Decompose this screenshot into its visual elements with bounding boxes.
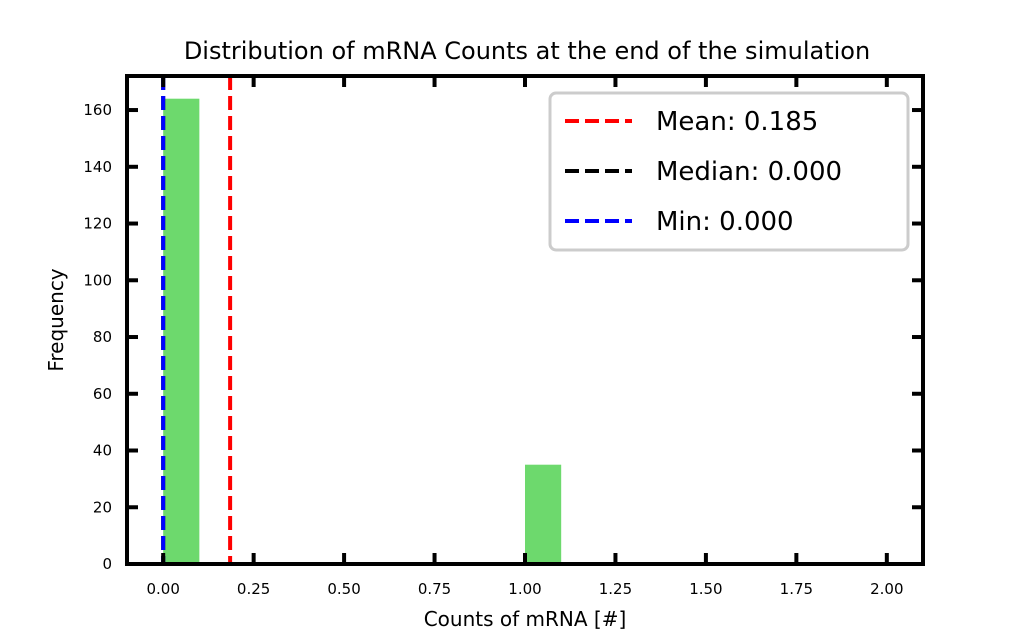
x-tick-label-8: 2.00 — [870, 580, 903, 598]
x-tick-label-5: 1.25 — [599, 580, 632, 598]
y-axis-label: Frequency — [44, 268, 68, 371]
x-tick-label-2: 0.50 — [327, 580, 360, 598]
y-tick-label-6: 120 — [83, 215, 112, 233]
y-tick-label-8: 160 — [83, 101, 112, 119]
x-tick-label-1: 0.25 — [237, 580, 270, 598]
x-tick-label-7: 1.75 — [780, 580, 813, 598]
x-tick-label-3: 0.75 — [418, 580, 451, 598]
y-tick-label-3: 60 — [93, 385, 112, 403]
x-tick-label-4: 1.00 — [508, 580, 541, 598]
x-axis-label: Counts of mRNA [#] — [424, 607, 627, 631]
x-tick-label-0: 0.00 — [146, 580, 179, 598]
y-tick-label-2: 40 — [93, 442, 112, 460]
y-tick-label-0: 0 — [102, 555, 112, 573]
chart-title: Distribution of mRNA Counts at the end o… — [184, 37, 870, 65]
legend-label-2: Min: 0.000 — [656, 207, 794, 237]
histogram-bar-1 — [525, 464, 562, 564]
legend-label-1: Median: 0.000 — [656, 157, 842, 187]
y-tick-label-5: 100 — [83, 271, 112, 289]
y-tick-label-7: 140 — [83, 158, 112, 176]
legend-frame — [548, 91, 910, 252]
plot-area: 0.00 0.25 0.50 0.75 1.00 1.25 1.50 1.75 2.00 0 20 4… — [83, 74, 925, 598]
y-tick-label-4: 80 — [93, 328, 112, 346]
x-tick-label-6: 1.50 — [689, 580, 722, 598]
legend-label-0: Mean: 0.185 — [656, 107, 818, 137]
histogram-bar-0 — [163, 98, 200, 564]
legend: Mean: 0.185 Median: 0.000 Min: 0.000 — [548, 91, 910, 252]
y-tick-label-1: 20 — [93, 498, 112, 516]
